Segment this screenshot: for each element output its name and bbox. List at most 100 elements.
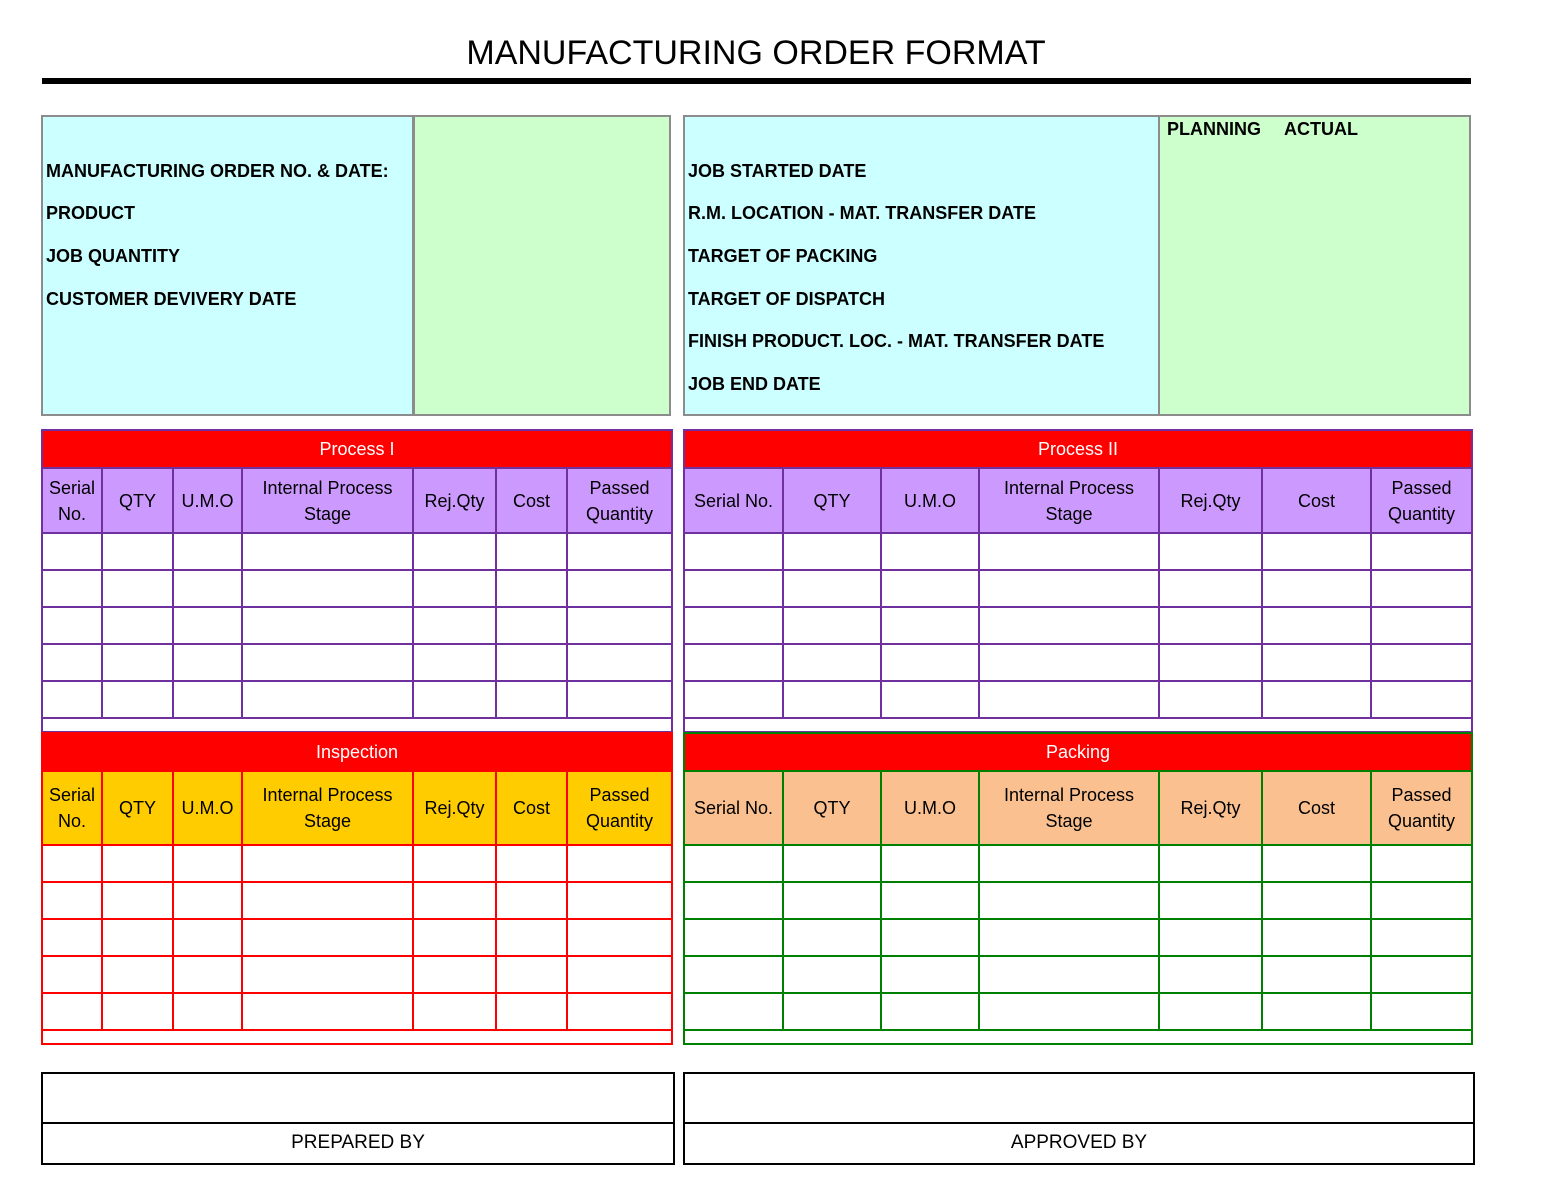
table-cell[interactable] bbox=[1261, 844, 1372, 883]
approved-by-signature-field[interactable] bbox=[685, 1074, 1473, 1124]
table-cell[interactable] bbox=[782, 918, 882, 957]
table-cell[interactable] bbox=[1158, 955, 1263, 994]
table-cell[interactable] bbox=[978, 643, 1160, 682]
table-cell[interactable] bbox=[782, 680, 882, 719]
table-cell[interactable] bbox=[683, 532, 784, 571]
table-cell[interactable] bbox=[683, 643, 784, 682]
table-cell[interactable] bbox=[41, 992, 103, 1031]
prepared-by-signature-field[interactable] bbox=[43, 1074, 673, 1124]
table-cell[interactable] bbox=[412, 532, 497, 571]
table-cell[interactable] bbox=[412, 680, 497, 719]
table-cell[interactable] bbox=[683, 844, 784, 883]
table-cell[interactable] bbox=[1158, 918, 1263, 957]
table-cell[interactable] bbox=[241, 532, 414, 571]
table-cell[interactable] bbox=[101, 643, 174, 682]
table-cell[interactable] bbox=[172, 680, 243, 719]
table-cell[interactable] bbox=[1261, 606, 1372, 645]
table-cell[interactable] bbox=[41, 680, 103, 719]
table-cell[interactable] bbox=[241, 992, 414, 1031]
table-cell[interactable] bbox=[41, 918, 103, 957]
table-cell[interactable] bbox=[1261, 532, 1372, 571]
table-cell[interactable] bbox=[101, 569, 174, 608]
table-cell[interactable] bbox=[1158, 680, 1263, 719]
table-cell[interactable] bbox=[241, 881, 414, 920]
table-cell[interactable] bbox=[172, 992, 243, 1031]
table-cell[interactable] bbox=[1370, 569, 1473, 608]
table-cell[interactable] bbox=[978, 844, 1160, 883]
table-cell[interactable] bbox=[412, 992, 497, 1031]
table-cell[interactable] bbox=[782, 992, 882, 1031]
table-cell[interactable] bbox=[495, 569, 568, 608]
table-cell[interactable] bbox=[172, 643, 243, 682]
table-cell[interactable] bbox=[101, 606, 174, 645]
table-cell[interactable] bbox=[782, 881, 882, 920]
table-cell[interactable] bbox=[241, 643, 414, 682]
table-cell[interactable] bbox=[101, 680, 174, 719]
table-cell[interactable] bbox=[101, 918, 174, 957]
table-cell[interactable] bbox=[565, 992, 674, 1031]
table-cell[interactable] bbox=[1158, 569, 1263, 608]
table-cell[interactable] bbox=[1261, 643, 1372, 682]
table-cell[interactable] bbox=[101, 844, 174, 883]
table-cell[interactable] bbox=[683, 992, 784, 1031]
table-cell[interactable] bbox=[495, 643, 568, 682]
table-cell[interactable] bbox=[495, 844, 568, 883]
table-cell[interactable] bbox=[565, 955, 674, 994]
table-cell[interactable] bbox=[495, 606, 568, 645]
table-cell[interactable] bbox=[978, 881, 1160, 920]
order-info-values[interactable] bbox=[413, 115, 671, 416]
table-cell[interactable] bbox=[172, 844, 243, 883]
table-cell[interactable] bbox=[565, 606, 674, 645]
table-cell[interactable] bbox=[1158, 881, 1263, 920]
table-cell[interactable] bbox=[565, 680, 674, 719]
table-cell[interactable] bbox=[978, 955, 1160, 994]
table-cell[interactable] bbox=[978, 918, 1160, 957]
table-cell[interactable] bbox=[172, 881, 243, 920]
table-cell[interactable] bbox=[880, 680, 980, 719]
table-cell[interactable] bbox=[172, 569, 243, 608]
table-cell[interactable] bbox=[1369, 844, 1474, 883]
table-cell[interactable] bbox=[1261, 569, 1372, 608]
table-cell[interactable] bbox=[412, 844, 497, 883]
table-cell[interactable] bbox=[172, 606, 243, 645]
table-cell[interactable] bbox=[172, 532, 243, 571]
table-cell[interactable] bbox=[1369, 955, 1474, 994]
table-cell[interactable] bbox=[565, 532, 674, 571]
table-cell[interactable] bbox=[880, 643, 980, 682]
table-cell[interactable] bbox=[1158, 606, 1263, 645]
table-cell[interactable] bbox=[241, 955, 414, 994]
table-cell[interactable] bbox=[880, 532, 980, 571]
table-cell[interactable] bbox=[565, 569, 674, 608]
table-cell[interactable] bbox=[172, 918, 243, 957]
table-cell[interactable] bbox=[565, 881, 674, 920]
table-cell[interactable] bbox=[880, 955, 980, 994]
table-cell[interactable] bbox=[565, 844, 674, 883]
table-cell[interactable] bbox=[1158, 844, 1263, 883]
table-cell[interactable] bbox=[1370, 643, 1473, 682]
table-cell[interactable] bbox=[683, 680, 784, 719]
table-cell[interactable] bbox=[1261, 955, 1372, 994]
table-cell[interactable] bbox=[41, 844, 103, 883]
table-cell[interactable] bbox=[1261, 680, 1372, 719]
table-cell[interactable] bbox=[495, 881, 568, 920]
table-cell[interactable] bbox=[1261, 992, 1372, 1031]
table-cell[interactable] bbox=[978, 606, 1160, 645]
table-cell[interactable] bbox=[683, 606, 784, 645]
table-cell[interactable] bbox=[41, 881, 103, 920]
table-cell[interactable] bbox=[880, 569, 980, 608]
table-cell[interactable] bbox=[1261, 918, 1372, 957]
table-cell[interactable] bbox=[241, 844, 414, 883]
table-cell[interactable] bbox=[241, 918, 414, 957]
table-cell[interactable] bbox=[101, 955, 174, 994]
table-cell[interactable] bbox=[1369, 881, 1474, 920]
schedule-values[interactable]: PLANNING ACTUAL bbox=[1158, 115, 1471, 416]
table-cell[interactable] bbox=[880, 992, 980, 1031]
table-cell[interactable] bbox=[412, 643, 497, 682]
table-cell[interactable] bbox=[683, 881, 784, 920]
table-cell[interactable] bbox=[412, 569, 497, 608]
table-cell[interactable] bbox=[412, 881, 497, 920]
table-cell[interactable] bbox=[241, 569, 414, 608]
table-cell[interactable] bbox=[41, 532, 103, 571]
table-cell[interactable] bbox=[683, 955, 784, 994]
table-cell[interactable] bbox=[412, 606, 497, 645]
